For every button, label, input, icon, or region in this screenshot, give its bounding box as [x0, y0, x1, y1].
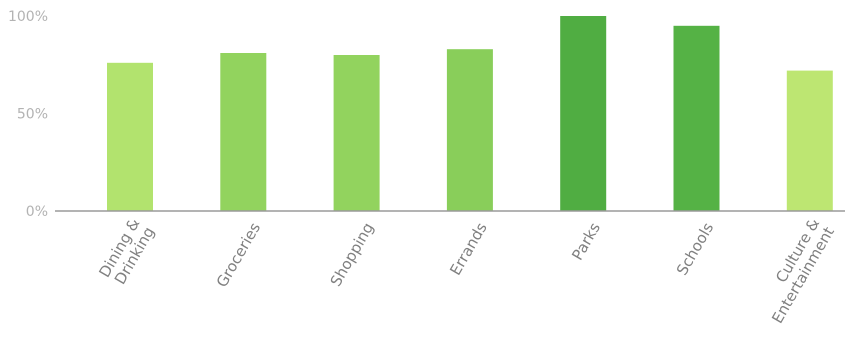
bar	[107, 62, 153, 211]
bar	[446, 49, 493, 212]
x-tick-label-line: Errands	[446, 219, 490, 278]
x-tick-label: Errands	[446, 219, 490, 278]
x-tick-label-line: Shopping	[327, 220, 378, 290]
y-tick-label: 0%	[26, 204, 48, 220]
bar	[786, 70, 833, 211]
x-tick-label: Schools	[673, 219, 717, 278]
x-tick-label: Parks	[568, 219, 604, 263]
bar	[333, 55, 380, 211]
bar	[673, 25, 720, 212]
y-tick-label: 50%	[17, 107, 48, 123]
x-tick-label: Culture &Entertainment	[754, 215, 839, 327]
x-tick-label-line: Schools	[673, 219, 717, 278]
bar	[220, 53, 267, 211]
y-axis-ticks: 0% 50% 100%	[8, 9, 48, 220]
y-tick-label: 100%	[8, 9, 48, 25]
x-tick-label: Dining &Drinking	[95, 215, 158, 289]
x-axis-labels: Dining &Drinking Groceries Shopping Errands…	[95, 215, 838, 327]
x-tick-label: Shopping	[327, 220, 378, 290]
x-tick-label: Groceries	[213, 219, 264, 290]
bars	[107, 16, 833, 212]
x-tick-label-line: Groceries	[213, 219, 264, 290]
x-tick-label-line: Parks	[568, 219, 604, 263]
bar	[560, 16, 607, 211]
